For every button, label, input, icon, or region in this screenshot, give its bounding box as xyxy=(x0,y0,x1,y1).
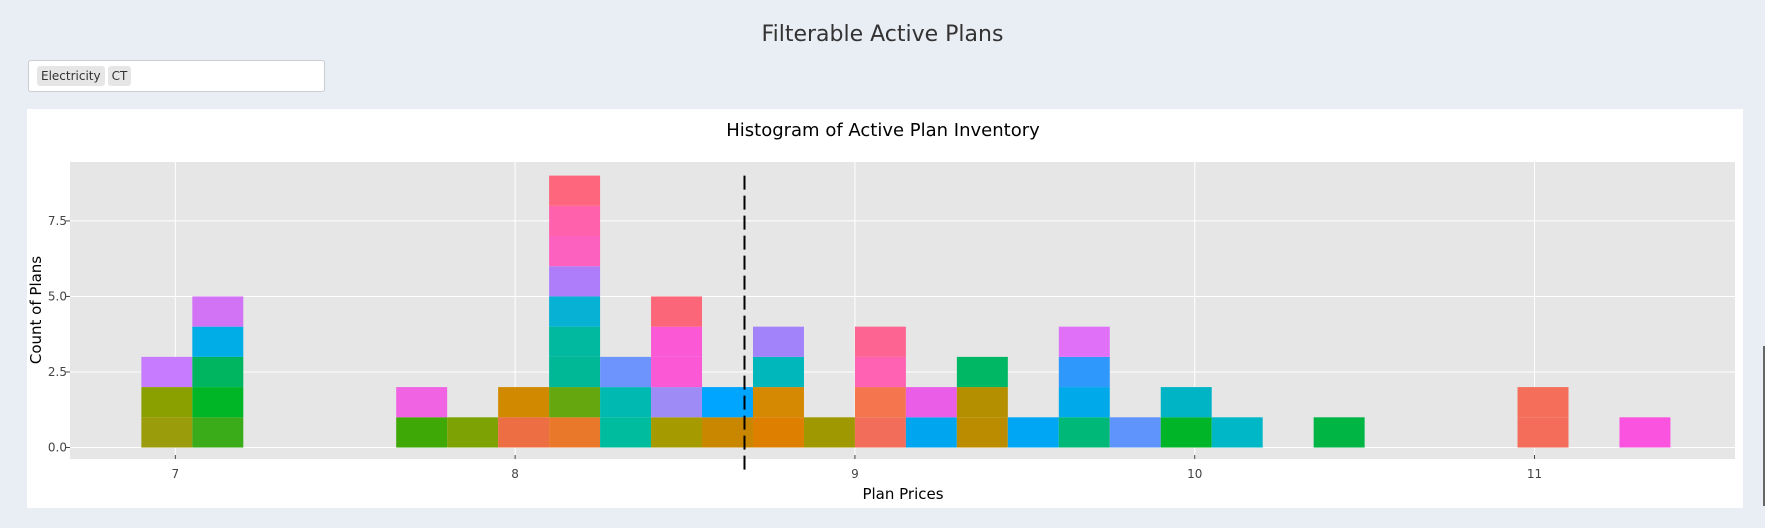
histogram-bar-segment[interactable] xyxy=(752,417,804,448)
histogram-bar-segment[interactable] xyxy=(854,417,906,448)
histogram-bar-segment[interactable] xyxy=(803,417,855,448)
histogram-bar-segment[interactable] xyxy=(192,296,244,327)
histogram-bar-segment[interactable] xyxy=(1058,417,1110,448)
histogram-bar-segment[interactable] xyxy=(651,356,703,388)
histogram-bar-segment[interactable] xyxy=(549,175,601,206)
histogram-bar-segment[interactable] xyxy=(498,417,550,448)
histogram-bar-segment[interactable] xyxy=(905,387,957,418)
histogram-bar-segment[interactable] xyxy=(1058,387,1110,418)
histogram-bar-segment[interactable] xyxy=(549,387,601,418)
filter-multiselect[interactable]: Electricity CT xyxy=(28,60,325,92)
histogram-bar-segment[interactable] xyxy=(192,356,244,388)
histogram-bar-segment[interactable] xyxy=(752,387,804,418)
chart-title: Histogram of Active Plan Inventory xyxy=(726,120,1040,141)
y-axis-ticks: 0.0 2.5 5.0 7.5 xyxy=(48,214,70,455)
histogram-bar-segment[interactable] xyxy=(1619,417,1671,448)
histogram-bar-segment[interactable] xyxy=(1109,417,1161,448)
histogram-bar-segment[interactable] xyxy=(1517,417,1569,448)
x-tick-label: 8 xyxy=(511,467,519,481)
histogram-bar-segment[interactable] xyxy=(600,356,652,388)
x-tick-label: 11 xyxy=(1527,467,1542,481)
histogram-bar-segment[interactable] xyxy=(1313,417,1365,448)
x-axis-label: Plan Prices xyxy=(862,485,943,503)
y-tick-label: 5.0 xyxy=(48,289,67,303)
histogram-bar-segment[interactable] xyxy=(549,236,601,267)
histogram-bar-segment[interactable] xyxy=(600,417,652,448)
histogram-bar-segment[interactable] xyxy=(1058,356,1110,388)
histogram-bars xyxy=(141,175,1671,448)
histogram-bar-segment[interactable] xyxy=(192,326,244,357)
x-axis-ticks: 7 8 9 10 11 xyxy=(172,455,1542,481)
histogram-bar-segment[interactable] xyxy=(600,387,652,418)
x-tick-label: 7 xyxy=(172,467,180,481)
histogram-bar-segment[interactable] xyxy=(141,417,193,448)
histogram-bar-segment[interactable] xyxy=(905,417,957,448)
histogram-bar-segment[interactable] xyxy=(549,266,601,297)
histogram-bar-segment[interactable] xyxy=(1007,417,1059,448)
histogram-bar-segment[interactable] xyxy=(1058,326,1110,357)
histogram-bar-segment[interactable] xyxy=(1517,387,1569,418)
histogram-bar-segment[interactable] xyxy=(956,387,1008,418)
histogram-bar-segment[interactable] xyxy=(1160,387,1212,418)
histogram-bar-segment[interactable] xyxy=(498,387,550,418)
histogram-bar-segment[interactable] xyxy=(854,326,906,357)
histogram-bar-segment[interactable] xyxy=(549,417,601,448)
y-tick-label: 0.0 xyxy=(48,441,67,455)
x-tick-label: 9 xyxy=(851,467,859,481)
histogram-bar-segment[interactable] xyxy=(447,417,499,448)
histogram-bar-segment[interactable] xyxy=(651,387,703,418)
chart-panel: Histogram of Active Plan Inventory 7 8 9 10… xyxy=(27,109,1743,508)
histogram-bar-segment[interactable] xyxy=(549,205,601,237)
histogram-bar-segment[interactable] xyxy=(192,387,244,418)
filter-tag-ct[interactable]: CT xyxy=(107,66,132,86)
y-axis-label: Count of Plans xyxy=(27,256,45,364)
page-title: Filterable Active Plans xyxy=(761,22,1004,47)
histogram-bar-segment[interactable] xyxy=(854,356,906,388)
histogram-bar-segment[interactable] xyxy=(752,356,804,388)
histogram-bar-segment[interactable] xyxy=(396,417,448,448)
scrollbar-edge xyxy=(1763,346,1765,506)
histogram-bar-segment[interactable] xyxy=(1160,417,1212,448)
histogram-bar-segment[interactable] xyxy=(956,356,1008,388)
x-tick-label: 10 xyxy=(1187,467,1202,481)
histogram-bar-segment[interactable] xyxy=(651,326,703,357)
histogram-bar-segment[interactable] xyxy=(141,356,193,388)
histogram-bar-segment[interactable] xyxy=(651,417,703,448)
histogram-bar-segment[interactable] xyxy=(396,387,448,418)
histogram-bar-segment[interactable] xyxy=(549,356,601,388)
histogram-bar-segment[interactable] xyxy=(854,387,906,418)
histogram-bar-segment[interactable] xyxy=(549,296,601,327)
histogram-bar-segment[interactable] xyxy=(752,326,804,357)
filter-tag-electricity[interactable]: Electricity xyxy=(37,66,105,86)
grid-lines xyxy=(70,162,1735,459)
histogram-bar-segment[interactable] xyxy=(192,417,244,448)
histogram-chart[interactable]: Histogram of Active Plan Inventory 7 8 9 10… xyxy=(27,109,1743,508)
histogram-bar-segment[interactable] xyxy=(141,387,193,418)
histogram-bar-segment[interactable] xyxy=(549,326,601,357)
y-tick-label: 7.5 xyxy=(48,214,67,228)
histogram-bar-segment[interactable] xyxy=(651,296,703,327)
histogram-bar-segment[interactable] xyxy=(1211,417,1263,448)
histogram-bar-segment[interactable] xyxy=(956,417,1008,448)
y-tick-label: 2.5 xyxy=(48,365,67,379)
